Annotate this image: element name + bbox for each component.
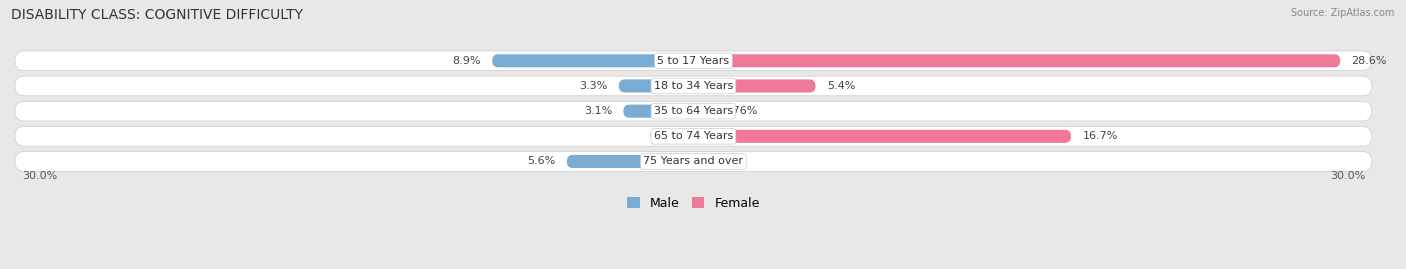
FancyBboxPatch shape [492,54,693,67]
FancyBboxPatch shape [619,79,693,93]
FancyBboxPatch shape [685,130,693,143]
Text: 30.0%: 30.0% [1330,171,1365,181]
FancyBboxPatch shape [693,105,710,118]
FancyBboxPatch shape [567,155,693,168]
Text: 65 to 74 Years: 65 to 74 Years [654,131,733,141]
Text: 0.76%: 0.76% [721,106,758,116]
Text: DISABILITY CLASS: COGNITIVE DIFFICULTY: DISABILITY CLASS: COGNITIVE DIFFICULTY [11,8,304,22]
FancyBboxPatch shape [693,130,1071,143]
Text: 28.6%: 28.6% [1351,56,1386,66]
Text: 5.6%: 5.6% [527,157,555,167]
Text: 0.0%: 0.0% [650,131,678,141]
FancyBboxPatch shape [15,101,1372,121]
FancyBboxPatch shape [15,126,1372,146]
Text: 5 to 17 Years: 5 to 17 Years [658,56,730,66]
Text: Source: ZipAtlas.com: Source: ZipAtlas.com [1291,8,1395,18]
FancyBboxPatch shape [623,105,693,118]
Text: 75 Years and over: 75 Years and over [644,157,744,167]
FancyBboxPatch shape [15,51,1372,70]
Text: 16.7%: 16.7% [1083,131,1118,141]
Legend: Male, Female: Male, Female [621,192,765,215]
Text: 3.1%: 3.1% [583,106,612,116]
Text: 35 to 64 Years: 35 to 64 Years [654,106,733,116]
Text: 18 to 34 Years: 18 to 34 Years [654,81,733,91]
FancyBboxPatch shape [693,79,815,93]
FancyBboxPatch shape [15,76,1372,96]
Text: 30.0%: 30.0% [21,171,58,181]
FancyBboxPatch shape [15,152,1372,171]
Text: 3.3%: 3.3% [579,81,607,91]
Text: 8.9%: 8.9% [453,56,481,66]
FancyBboxPatch shape [693,54,1340,67]
Text: 5.4%: 5.4% [827,81,855,91]
Text: 0.0%: 0.0% [709,157,738,167]
FancyBboxPatch shape [693,155,703,168]
